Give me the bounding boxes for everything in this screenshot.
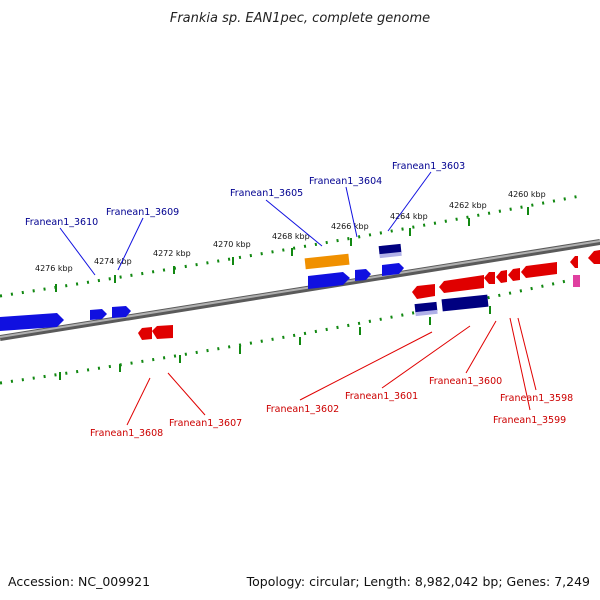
label-franean1-3607[interactable]: Franean1_3607	[169, 418, 242, 429]
kbp-label: 4266 kbp	[331, 222, 369, 231]
rna-gene-orange[interactable]	[304, 253, 350, 270]
kbp-label: 4270 kbp	[213, 240, 251, 249]
gene-franean1-3605[interactable]	[308, 272, 350, 289]
topology-text: Topology: circular; Length: 8,982,042 bp…	[246, 574, 590, 589]
label-franean1-3609[interactable]: Franean1_3609	[106, 207, 179, 218]
chromosome-backbone	[0, 239, 600, 341]
accession-text: Accession: NC_009921	[8, 574, 150, 589]
gene-franean1-3601a[interactable]	[439, 275, 484, 293]
gene-franean1-3609a[interactable]	[90, 309, 107, 320]
top-gene-labels: Franean1_3610 Franean1_3609 Franean1_360…	[25, 161, 465, 228]
reverse-genes	[138, 250, 600, 340]
bottom-gene-labels: Franean1_3608 Franean1_3607 Franean1_360…	[90, 376, 573, 439]
gene-franean1-3607[interactable]	[152, 325, 173, 339]
gene-franean1-3603b[interactable]	[382, 263, 404, 276]
label-franean1-3599[interactable]: Franean1_3599	[493, 415, 566, 426]
gene-franean1-3598[interactable]	[521, 262, 557, 278]
forward-genes	[0, 243, 404, 331]
top-leader-lines	[59, 171, 432, 276]
pseudo-gene[interactable]	[573, 275, 580, 287]
kbp-label: 4276 kbp	[35, 264, 73, 273]
kbp-label: 4262 kbp	[449, 201, 487, 210]
gene-franean1-3601[interactable]	[441, 294, 489, 312]
kbp-label: 4272 kbp	[153, 249, 191, 258]
kbp-label: 4274 kbp	[94, 257, 132, 266]
kbp-label: 4268 kbp	[272, 232, 310, 241]
label-franean1-3603[interactable]: Franean1_3603	[392, 161, 465, 172]
gene-franean1-3600[interactable]	[484, 272, 495, 284]
kbp-scale: 4276 kbp 4274 kbp 4272 kbp 4270 kbp 4268…	[35, 190, 546, 273]
label-franean1-3605[interactable]: Franean1_3605	[230, 188, 303, 199]
gene-franean1-3608[interactable]	[138, 327, 152, 340]
gene-franean1-3602[interactable]	[414, 301, 438, 314]
label-franean1-3601[interactable]: Franean1_3601	[345, 391, 418, 402]
gene-red-small[interactable]	[570, 256, 578, 268]
gene-red-edge[interactable]	[588, 250, 600, 264]
gene-franean1-3610[interactable]	[0, 313, 64, 331]
label-franean1-3598[interactable]: Franean1_3598	[500, 393, 573, 404]
label-franean1-3610[interactable]: Franean1_3610	[25, 217, 98, 228]
label-franean1-3600[interactable]: Franean1_3600	[429, 376, 502, 387]
kbp-label: 4264 kbp	[390, 212, 428, 221]
gene-franean1-3602a[interactable]	[412, 284, 435, 299]
genome-title: Frankia sp. EAN1pec, complete genome	[170, 11, 430, 26]
gene-franean1-3609[interactable]	[112, 306, 131, 318]
kbp-label: 4260 kbp	[508, 190, 546, 199]
inner-tick-track	[0, 276, 581, 385]
label-franean1-3602[interactable]: Franean1_3602	[266, 404, 339, 415]
outer-tick-track	[0, 194, 581, 298]
gene-franean1-3603[interactable]	[378, 243, 402, 256]
gene-franean1-3600b[interactable]	[496, 270, 507, 283]
label-franean1-3604[interactable]: Franean1_3604	[309, 176, 382, 187]
label-franean1-3608[interactable]: Franean1_3608	[90, 428, 163, 439]
bottom-leader-lines	[126, 317, 537, 426]
gene-franean1-3604[interactable]	[355, 269, 371, 281]
gene-franean1-3599[interactable]	[508, 268, 520, 281]
